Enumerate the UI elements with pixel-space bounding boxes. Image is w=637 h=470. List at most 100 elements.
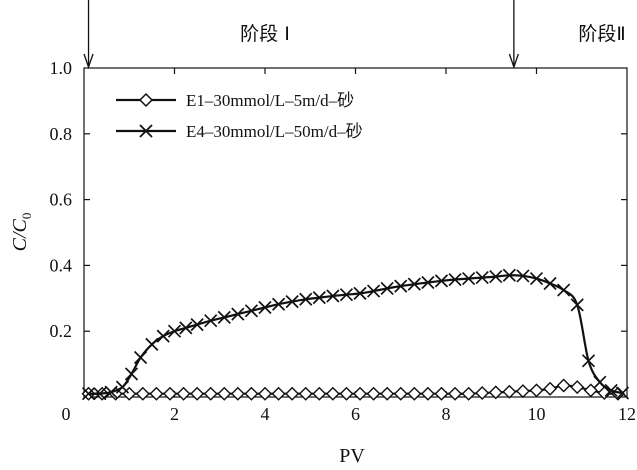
diamond-marker	[448, 386, 463, 401]
x-marker	[516, 269, 530, 283]
diamond-marker	[339, 386, 354, 401]
diamond-marker	[461, 386, 476, 401]
x-marker	[462, 271, 476, 286]
x-marker	[448, 272, 462, 287]
y-axis-label: C/C0	[9, 213, 34, 252]
diamond-marker	[597, 386, 612, 401]
y-tick-label: 0.4	[50, 255, 73, 275]
y-tick-label: 0.8	[50, 124, 73, 144]
diamond-marker	[353, 386, 368, 401]
diamond-marker	[380, 386, 395, 401]
x-marker	[581, 354, 596, 368]
diamond-marker	[325, 386, 340, 401]
x-marker	[299, 292, 313, 306]
x-tick-label: 10	[528, 404, 546, 424]
x-marker	[543, 276, 557, 291]
diamond-marker	[176, 386, 191, 401]
legend-label-e4: E4–30mmol/L–50m/d–砂	[186, 122, 363, 141]
x-marker	[593, 375, 607, 389]
x-marker	[156, 329, 170, 343]
diamond-marker	[271, 386, 286, 401]
diamond-marker	[393, 386, 408, 401]
x-axis-label: PV	[339, 445, 365, 467]
x-marker	[353, 286, 367, 300]
x-marker	[244, 304, 259, 318]
x-marker	[104, 385, 118, 399]
legend-label-e1: E1–30mmol/L–5m/d–砂	[186, 91, 354, 110]
x-marker	[475, 270, 489, 285]
diamond-marker	[162, 386, 177, 401]
diamond-marker	[217, 386, 232, 401]
x-marker	[124, 367, 139, 381]
diamond-marker	[203, 386, 218, 401]
y-axis-label-main: C/C	[9, 218, 31, 251]
diamond-marker	[556, 378, 571, 393]
x-tick-label: 2	[170, 404, 179, 424]
diamond-marker	[298, 386, 313, 401]
axis-ticks: 0 2 4 6 8 10 12 0.2 0.4 0.6 0.8 1.0	[50, 58, 637, 424]
stage-markers: 阶段 I 阶段Ⅱ	[83, 0, 626, 69]
diamond-marker	[475, 386, 490, 401]
diamond-marker	[258, 386, 272, 401]
diamond-marker	[366, 386, 381, 401]
x-marker	[115, 380, 130, 394]
legend: E1–30mmol/L–5m/d–砂 E4–30mmol/L–50m/d–砂	[116, 91, 363, 141]
x-marker	[380, 281, 394, 296]
diamond-marker	[190, 386, 205, 401]
x-marker	[326, 289, 340, 303]
diamond-marker	[420, 386, 435, 401]
series-group	[81, 268, 630, 401]
x-tick-label: 12	[618, 404, 636, 424]
x-marker	[271, 297, 286, 311]
diamond-marker	[543, 381, 558, 396]
x-marker	[434, 274, 449, 288]
x-marker	[489, 269, 503, 284]
x-tick-label: 8	[442, 404, 451, 424]
stage-arrow-head	[508, 53, 519, 69]
x-marker	[231, 307, 245, 321]
x-marker	[81, 387, 96, 401]
x-marker	[167, 324, 182, 338]
legend-marker-e1	[138, 92, 154, 108]
diamond-marker	[407, 386, 422, 401]
plot-frame	[83, 67, 628, 398]
y-tick-label: 0.6	[50, 190, 73, 210]
diamond-marker	[312, 386, 327, 401]
diamond-marker	[149, 386, 164, 401]
y-axis-label-sub: 0	[19, 213, 34, 220]
x-tick-label: 6	[351, 404, 360, 424]
y-tick-label: 1.0	[50, 58, 73, 78]
x-marker	[179, 321, 193, 335]
diamond-marker	[529, 383, 544, 398]
diamond-marker	[244, 386, 259, 401]
diamond-marker	[570, 380, 585, 395]
x-marker	[502, 268, 516, 282]
x-marker	[133, 350, 148, 365]
stage-label: 阶段Ⅱ	[578, 23, 625, 45]
x-marker	[93, 387, 107, 401]
series-line-2	[88, 274, 623, 395]
diamond-marker	[488, 385, 503, 400]
x-marker	[529, 271, 544, 286]
x-marker	[615, 386, 630, 400]
x-marker	[407, 277, 421, 291]
x-marker	[557, 283, 571, 297]
x-marker	[394, 279, 408, 293]
x-marker	[366, 284, 381, 298]
diamond-marker	[285, 386, 300, 401]
stage-label: 阶段 I	[240, 23, 290, 45]
x-marker	[190, 318, 204, 332]
diamond-marker	[434, 386, 449, 401]
x-tick-label: 4	[261, 404, 270, 424]
diamond-marker	[502, 384, 517, 399]
x-marker	[258, 300, 272, 315]
x-tick-label: 0	[62, 404, 71, 424]
x-marker	[217, 310, 231, 324]
x-marker	[145, 337, 159, 351]
diamond-marker	[135, 386, 150, 401]
diamond-marker	[230, 386, 245, 401]
stage-arrow-head	[83, 53, 94, 69]
x-marker	[285, 294, 299, 309]
x-marker	[570, 298, 584, 312]
